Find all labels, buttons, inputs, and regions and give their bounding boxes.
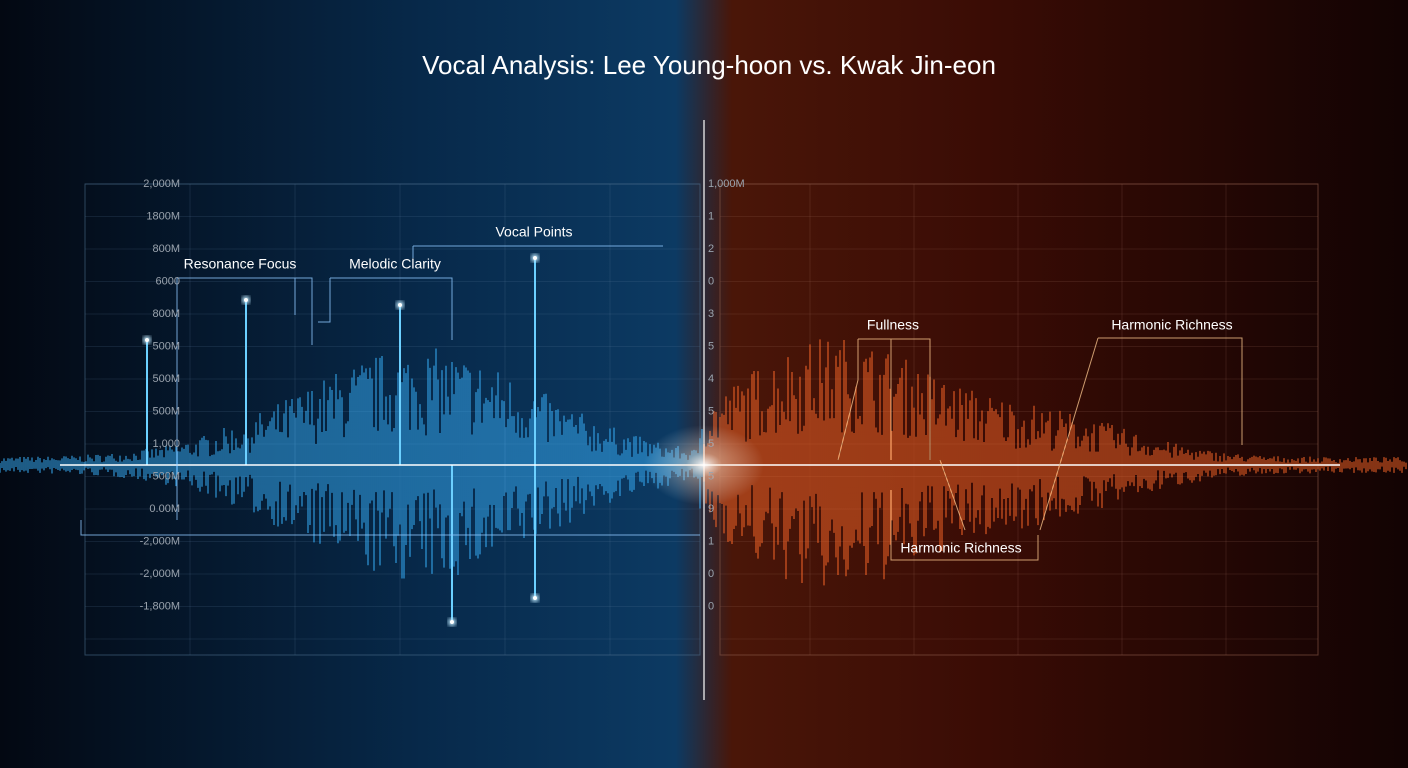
bracket <box>890 459 1039 561</box>
axis-label: 1,000 <box>152 438 180 450</box>
axis-label: 5 <box>708 340 714 352</box>
axis-label: 1800M <box>146 210 180 222</box>
peak-dot <box>398 303 402 307</box>
axis-label: 2 <box>708 243 714 255</box>
axis-label: 0.00M <box>149 503 180 515</box>
axis-label: 500M <box>152 405 180 417</box>
peak-dot <box>533 256 537 260</box>
axis-label: 9 <box>708 503 714 515</box>
axis-label: 6000 <box>156 275 180 287</box>
annotation: Melodic Clarity <box>349 256 441 272</box>
peak-dot <box>244 298 248 302</box>
peak-dot <box>533 596 537 600</box>
bracket <box>837 338 931 461</box>
annotation: Harmonic Richness <box>1111 317 1232 333</box>
axis-label: -1,800M <box>140 600 180 612</box>
axis-label: 500M <box>152 373 180 385</box>
axis-label: 3 <box>708 308 714 320</box>
left-panel <box>84 183 701 656</box>
bracket <box>176 277 313 520</box>
axis-label: 0 <box>708 600 714 612</box>
axis-label: 5 <box>708 470 714 482</box>
axis-label: 0 <box>708 568 714 580</box>
axis-label: 5 <box>708 438 714 450</box>
peak-dot <box>450 620 454 624</box>
peak-dot <box>145 338 149 342</box>
annotation: Vocal Points <box>495 224 572 240</box>
annotation: Resonance Focus <box>184 256 297 272</box>
axis-label: 800M <box>152 308 180 320</box>
bracket <box>80 520 700 536</box>
axis-label: 1 <box>708 210 714 222</box>
axis-label: -2,000M <box>140 535 180 547</box>
title: Vocal Analysis: Lee Young-hoon vs. Kwak … <box>422 50 996 80</box>
center-glow <box>644 425 764 505</box>
bracket <box>1039 337 1243 531</box>
grid <box>85 183 1318 655</box>
axis-label: 1,000M <box>708 178 745 190</box>
axis-label: 2,000M <box>143 178 180 190</box>
axis-label: 800M <box>152 243 180 255</box>
annotation: Harmonic Richness <box>900 540 1021 556</box>
axis-label: 4 <box>708 373 714 385</box>
axis-label: 0 <box>708 275 714 287</box>
axis-label: 5 <box>708 405 714 417</box>
bracket <box>412 245 663 258</box>
annotation: Fullness <box>867 317 919 333</box>
axis-label: 1 <box>708 535 714 547</box>
axis-label: -2,000M <box>140 568 180 580</box>
axis-label: 500M <box>152 340 180 352</box>
bracket <box>318 277 453 340</box>
axis-label: 500M <box>152 470 180 482</box>
